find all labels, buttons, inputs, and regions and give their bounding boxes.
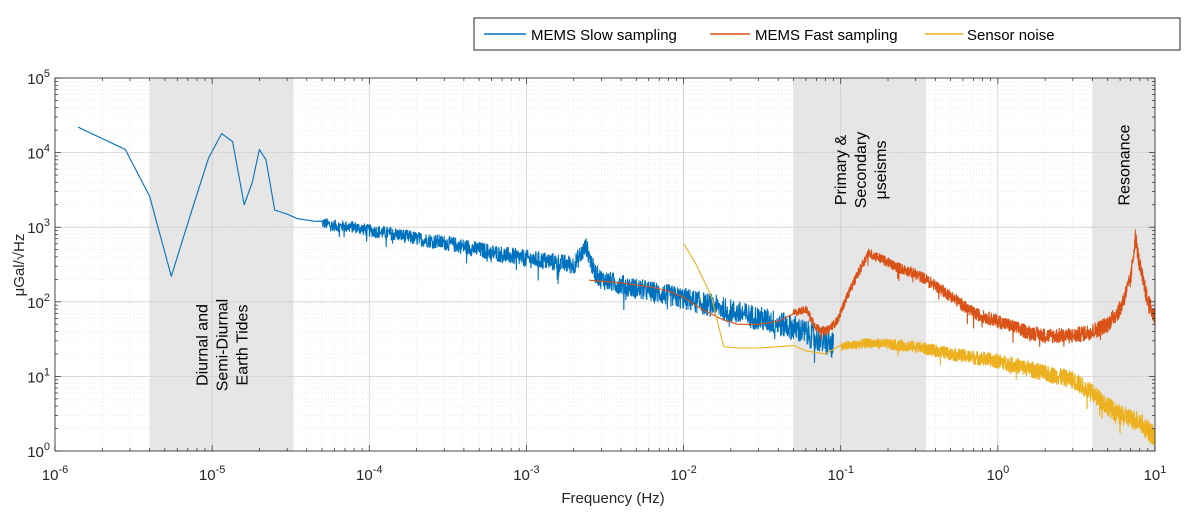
y-axis-label: μGal/√Hz xyxy=(11,234,28,297)
y-tick-label: 100 xyxy=(27,441,50,461)
legend-label-fast: MEMS Fast sampling xyxy=(755,27,898,44)
band-label-line: μseisms xyxy=(873,141,890,200)
band-label-2: Resonance xyxy=(1117,124,1134,205)
legend-box xyxy=(473,17,1181,51)
band-labels: Diurnal and Semi-Diurnal Earth Tides Primar… xyxy=(195,124,1134,391)
x-tick-label: 10-3 xyxy=(513,464,539,484)
axes xyxy=(54,77,1156,452)
legend: MEMS Slow sampling MEMS Fast sampling Se… xyxy=(473,17,1181,51)
frequency-bands xyxy=(149,78,1155,451)
band-label-line: Earth Tides xyxy=(235,305,252,386)
x-tick-label: 10-6 xyxy=(42,464,68,484)
x-tick-label: 100 xyxy=(986,464,1009,484)
y-tick-label: 102 xyxy=(27,292,50,312)
band-label-0: Diurnal and Semi-Diurnal Earth Tides xyxy=(195,299,252,391)
plot-frame xyxy=(54,77,1156,452)
legend-label-noise: Sensor noise xyxy=(967,27,1055,44)
series-line-1 xyxy=(588,229,1156,348)
band-label-line: Primary & xyxy=(833,135,850,206)
x-tick-label: 10-1 xyxy=(827,464,853,484)
x-axis-label: Frequency (Hz) xyxy=(561,490,664,507)
grid xyxy=(54,77,1156,452)
x-tick-label: 10-4 xyxy=(356,464,382,484)
data-series xyxy=(77,126,1156,446)
y-tick-label: 103 xyxy=(27,217,50,237)
band-label-line: Secondary xyxy=(853,132,870,209)
y-tick-label: 105 xyxy=(27,68,50,88)
band-label-1: Primary & Secondary μseisms xyxy=(833,132,890,209)
x-tick-label: 101 xyxy=(1144,464,1167,484)
band-label-line: Resonance xyxy=(1117,124,1134,205)
band-0 xyxy=(149,78,294,451)
series-line-0 xyxy=(77,126,835,364)
series-line-2 xyxy=(683,243,1156,446)
band-2 xyxy=(1092,78,1155,451)
legend-label-slow: MEMS Slow sampling xyxy=(531,27,677,44)
x-tick-label: 10-2 xyxy=(670,464,696,484)
tick-labels: 10-6 10-5 10-4 10-3 10-2 10-1 100 101 100 101 102 1… xyxy=(27,68,1166,484)
x-tick-label: 10-5 xyxy=(199,464,225,484)
y-tick-label: 101 xyxy=(27,366,50,386)
y-tick-label: 104 xyxy=(27,143,50,163)
band-label-line: Semi-Diurnal xyxy=(215,299,232,391)
band-label-line: Diurnal and xyxy=(195,304,212,386)
